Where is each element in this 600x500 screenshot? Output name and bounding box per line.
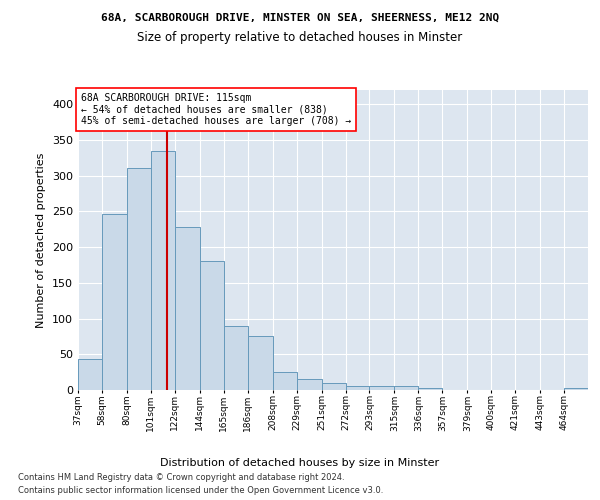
- Bar: [322, 383, 346, 390]
- Bar: [394, 386, 418, 390]
- Y-axis label: Number of detached properties: Number of detached properties: [37, 152, 46, 328]
- Bar: [200, 262, 224, 390]
- Text: Contains HM Land Registry data © Crown copyright and database right 2024.: Contains HM Land Registry data © Crown c…: [18, 472, 344, 482]
- Bar: [224, 326, 248, 390]
- Text: Distribution of detached houses by size in Minster: Distribution of detached houses by size …: [160, 458, 440, 468]
- Text: 68A SCARBOROUGH DRIVE: 115sqm
← 54% of detached houses are smaller (838)
45% of : 68A SCARBOROUGH DRIVE: 115sqm ← 54% of d…: [80, 93, 351, 126]
- Bar: [78, 358, 102, 390]
- Bar: [418, 388, 442, 390]
- Bar: [102, 214, 127, 390]
- Text: Contains public sector information licensed under the Open Government Licence v3: Contains public sector information licen…: [18, 486, 383, 495]
- Text: Size of property relative to detached houses in Minster: Size of property relative to detached ho…: [137, 31, 463, 44]
- Bar: [175, 227, 200, 390]
- Bar: [346, 386, 370, 390]
- Bar: [127, 168, 151, 390]
- Bar: [151, 150, 175, 390]
- Bar: [370, 386, 394, 390]
- Text: 68A, SCARBOROUGH DRIVE, MINSTER ON SEA, SHEERNESS, ME12 2NQ: 68A, SCARBOROUGH DRIVE, MINSTER ON SEA, …: [101, 12, 499, 22]
- Bar: [272, 372, 296, 390]
- Bar: [296, 380, 322, 390]
- Bar: [564, 388, 588, 390]
- Bar: [248, 336, 272, 390]
